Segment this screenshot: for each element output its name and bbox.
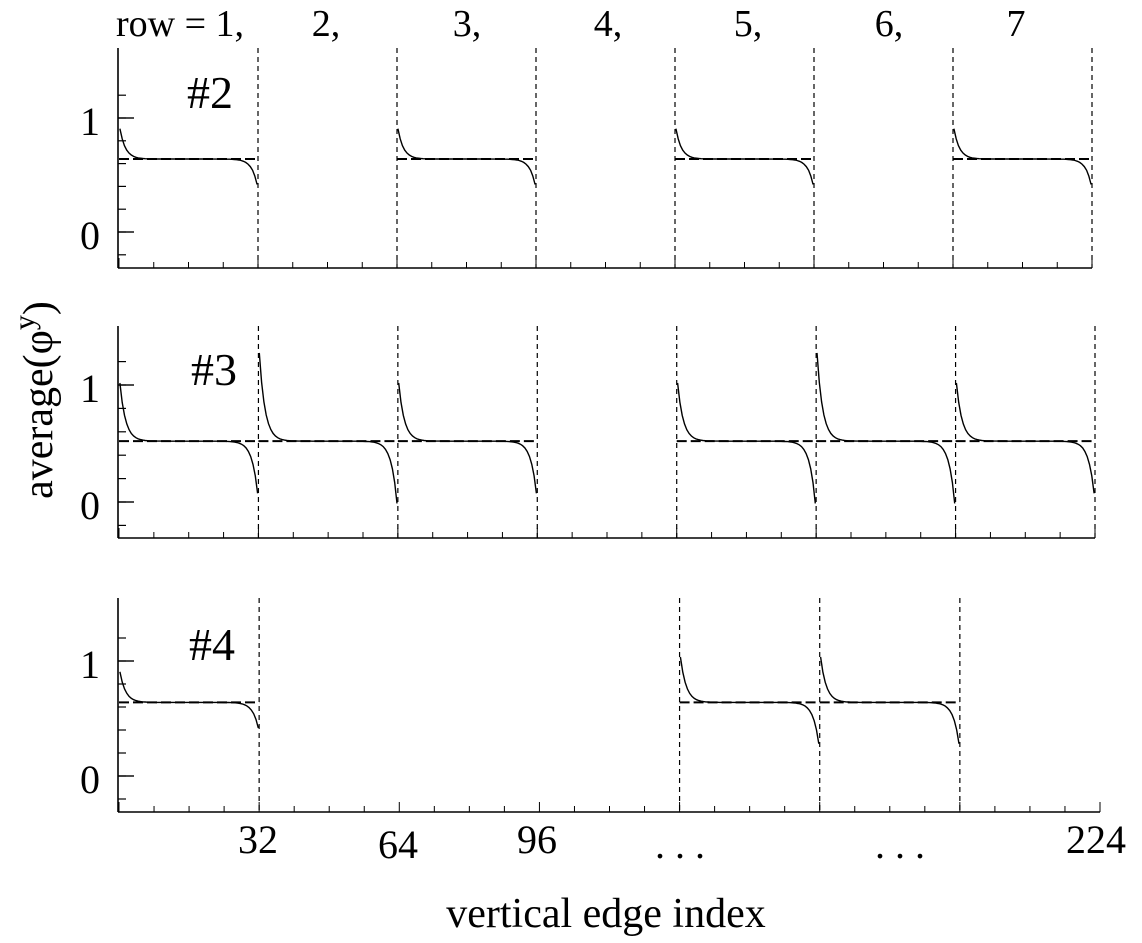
series-line <box>397 128 536 185</box>
series-line <box>819 656 960 744</box>
series-line <box>119 671 259 729</box>
y-tick-label: 0 <box>80 757 100 802</box>
panel-2: 0 1 #2 <box>80 48 1093 269</box>
y-tick-label: 1 <box>80 366 100 411</box>
y-tick-label: 0 <box>80 213 100 258</box>
y-tick-label: 1 <box>80 642 100 687</box>
row-label: 4, <box>594 3 623 45</box>
y-tick-label: 1 <box>80 99 100 144</box>
y-axis-label: average(φy) <box>8 301 62 499</box>
row-label: 7 <box>1007 3 1026 45</box>
series-line <box>679 656 820 744</box>
x-tick-labels: 32 64 96 . . . . . . 224 <box>238 817 1126 867</box>
panel-label: #2 <box>187 67 233 118</box>
row-label: 6, <box>875 3 904 45</box>
series-line <box>955 382 1095 494</box>
series-line <box>675 128 814 185</box>
x-tick-label: 96 <box>517 817 557 862</box>
row-label: 2, <box>312 3 341 45</box>
x-tick-label: 32 <box>238 817 278 862</box>
series-line <box>676 382 816 504</box>
row-label: 5, <box>734 3 763 45</box>
series-line <box>398 382 538 494</box>
series-line <box>953 128 1092 185</box>
series-line <box>119 382 259 494</box>
x-tick-label: 224 <box>1066 817 1126 862</box>
panel-4: 0 1 #4 <box>80 598 1101 813</box>
x-tick-label: . . . <box>655 822 705 867</box>
x-tick-label: . . . <box>875 822 925 867</box>
row-header: row = 1, 2, 3, 4, 5, 6, 7 <box>116 3 1026 45</box>
row-label: row = 1, <box>116 3 244 45</box>
x-tick-label: 64 <box>378 822 418 867</box>
panel-3: 0 1 #3 <box>80 326 1096 539</box>
x-axis-label: vertical edge index <box>446 891 766 937</box>
series-line <box>119 128 258 185</box>
panel-label: #4 <box>189 619 235 670</box>
row-label: 3, <box>453 3 482 45</box>
series-line <box>258 352 398 504</box>
y-tick-label: 0 <box>80 483 100 528</box>
series-line <box>816 352 956 504</box>
panel-label: #3 <box>191 344 237 395</box>
